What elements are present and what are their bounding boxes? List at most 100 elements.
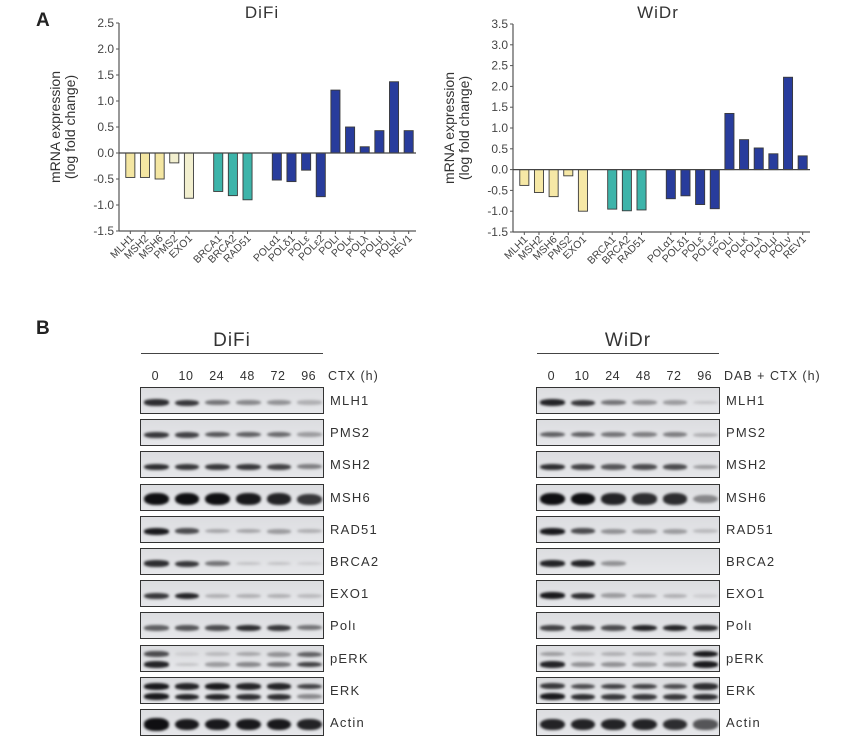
lane-timepoint-label: 96: [301, 369, 317, 383]
protein-band: [540, 693, 565, 700]
bar-brca1: [607, 169, 618, 210]
y-tick-label: -1.0: [93, 198, 114, 212]
protein-band: [205, 718, 230, 731]
protein-band: [236, 493, 261, 505]
protein-band: [174, 399, 200, 406]
chart-title: DiFi: [245, 3, 279, 22]
blot-strip-perk: [140, 644, 324, 672]
y-tick-label: 2.5: [491, 59, 508, 73]
protein-label: BRCA2: [330, 554, 380, 569]
y-tick-label: 1.0: [491, 121, 508, 135]
protein-band: [570, 493, 596, 506]
y-tick-label: 2.0: [97, 42, 114, 56]
protein-band: [693, 593, 718, 598]
protein-band: [601, 493, 626, 505]
bar-rad51: [636, 169, 647, 211]
blot-strip-exo1: [140, 580, 324, 608]
blot-strip-rad51: [140, 515, 324, 543]
protein-band: [540, 651, 565, 657]
protein-band: [662, 464, 688, 470]
protein-band: [632, 493, 657, 505]
treatment-condition-label: DAB + CTX (h): [724, 369, 821, 383]
protein-band: [174, 463, 200, 470]
protein-band: [632, 464, 657, 470]
protein-band: [174, 625, 200, 631]
protein-band: [174, 683, 200, 690]
protein-band: [570, 431, 596, 438]
protein-band: [266, 593, 292, 598]
blot-strip-msh2: [140, 451, 324, 479]
bar-rev1: [797, 155, 808, 171]
protein-band: [601, 683, 626, 690]
protein-band: [693, 432, 718, 437]
blot-strip-brca2: [140, 548, 324, 575]
blot-strip-mlh1: [536, 387, 720, 414]
y-tick-label: 0.5: [97, 120, 114, 134]
protein-band: [205, 683, 230, 690]
lane-timepoint-label: 48: [239, 369, 255, 383]
protein-band: [266, 529, 292, 534]
protein-label: MSH2: [330, 457, 371, 473]
lane-timepoint-label: 10: [178, 369, 194, 383]
protein-band: [205, 593, 230, 598]
blot-cell-line-title: WiDr: [604, 330, 652, 351]
bar-polν: [783, 76, 794, 171]
protein-band: [174, 718, 200, 731]
protein-band: [297, 493, 322, 505]
blot-strip-exo1: [536, 580, 720, 608]
protein-band: [540, 528, 565, 535]
blot-strip-pms2: [140, 419, 324, 447]
protein-label: MSH6: [330, 489, 371, 505]
protein-band: [205, 652, 230, 657]
difi-bar-chart: DiFi mRNA expression (log fold change) 2.5 2…: [47, 3, 416, 266]
protein-band: [266, 683, 292, 690]
y-tick-label: 1.5: [491, 100, 508, 114]
protein-label: Actin: [330, 715, 365, 730]
protein-label: MSH2: [726, 457, 767, 473]
protein-band: [205, 493, 230, 506]
blot-strip-erk: [140, 676, 324, 704]
protein-band: [601, 718, 626, 731]
protein-label: PMS2: [330, 425, 371, 441]
protein-band: [601, 662, 626, 667]
protein-label: pERK: [726, 650, 765, 666]
protein-band: [601, 561, 626, 566]
bar-msh6: [548, 169, 559, 198]
protein-band: [662, 624, 688, 632]
protein-band: [632, 693, 657, 700]
protein-band: [174, 528, 200, 535]
protein-band: [174, 560, 200, 567]
protein-label: pERK: [330, 650, 369, 666]
bar-polι: [724, 112, 735, 171]
protein-band: [174, 652, 200, 657]
y-tick-label: 0.0: [97, 146, 114, 160]
protein-label: ERK: [726, 682, 757, 698]
protein-band: [570, 463, 596, 470]
protein-band: [662, 400, 688, 405]
protein-label: MLH1: [330, 393, 370, 408]
protein-band: [266, 400, 292, 405]
protein-band: [540, 399, 565, 406]
protein-label: ERK: [330, 682, 361, 698]
protein-band: [662, 662, 688, 667]
protein-band: [662, 718, 688, 731]
blot-strip-msh2: [536, 451, 720, 479]
protein-band: [693, 529, 718, 534]
protein-band: [540, 624, 565, 631]
bar-polα1: [665, 169, 676, 200]
protein-label: RAD51: [330, 521, 378, 537]
protein-label: PMS2: [726, 425, 767, 441]
protein-label: BRCA2: [726, 554, 776, 569]
protein-band: [205, 431, 230, 438]
blot-strip-polι: [140, 612, 324, 640]
protein-band: [601, 464, 626, 470]
protein-band: [601, 593, 626, 598]
protein-band: [266, 463, 292, 470]
protein-band: [205, 463, 230, 470]
protein-band: [632, 593, 657, 598]
protein-band: [297, 694, 322, 700]
protein-label: Polι: [726, 618, 753, 634]
protein-band: [266, 432, 292, 438]
blot-strip-perk: [536, 644, 720, 672]
protein-band: [662, 593, 688, 598]
